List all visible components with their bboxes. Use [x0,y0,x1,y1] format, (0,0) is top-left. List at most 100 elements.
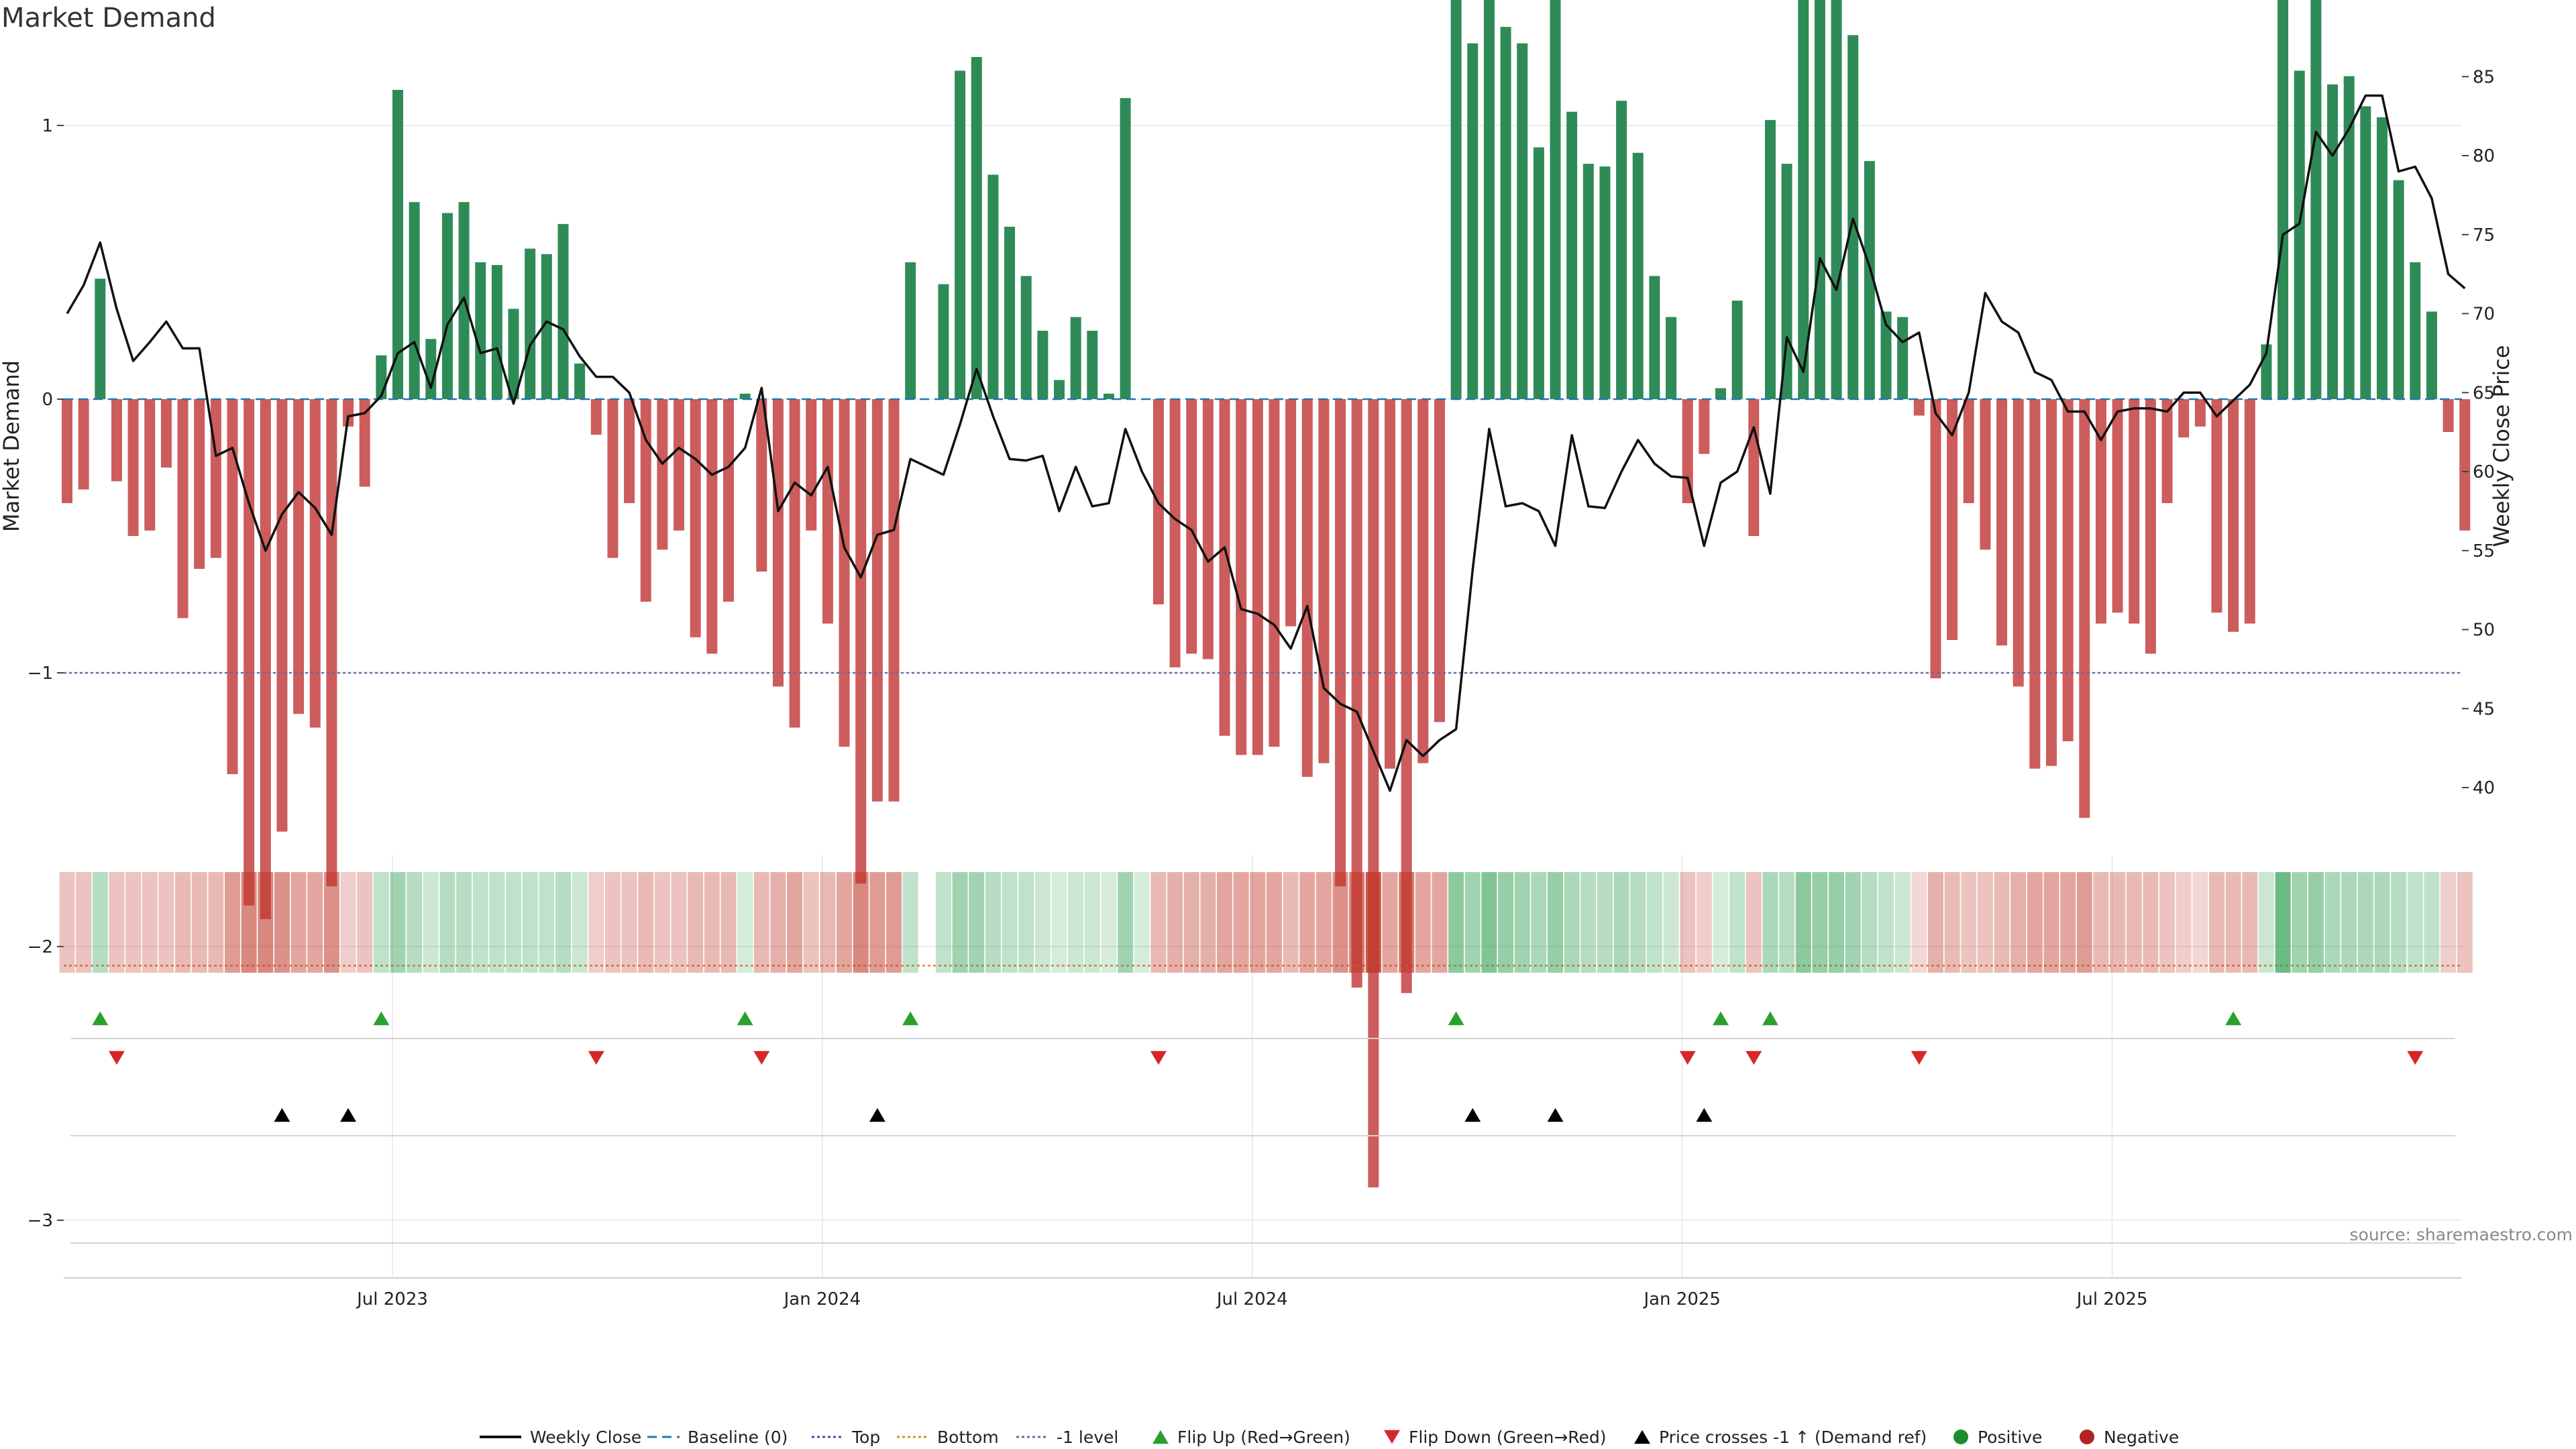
positive-strip-cell [1531,872,1547,973]
negative-strip-cell [1233,872,1249,973]
positive-bar [1070,317,1081,399]
negative-bar [1417,399,1429,763]
negative-strip-cell [290,872,307,973]
legend-label: Weekly Close [530,1428,641,1447]
positive-strip-cell [1084,872,1100,973]
negative-bar [260,399,271,920]
positive-strip-cell [407,872,423,973]
negative-bar [1699,399,1710,454]
negative-bar [326,399,337,887]
flip-down-marker [1679,1051,1696,1065]
positive-strip-cell [2324,872,2341,973]
positive-bar [2360,106,2371,399]
positive-strip-cell [1713,872,1729,973]
weekly-close-line [66,94,2466,792]
negative-bar [2211,399,2222,613]
negative-bar [177,399,189,619]
negative-strip-cell [208,872,224,973]
positive-bar [1550,0,1561,400]
negative-bar [1434,399,1445,722]
positive-bar [987,174,999,399]
negative-bar [2443,399,2454,432]
negative-bar [789,399,800,728]
positive-bar [508,309,519,399]
negative-strip-cell [2010,872,2027,973]
negative-strip-cell [1399,872,1415,973]
negative-bar [806,399,817,531]
negative-strip-cell [258,872,274,973]
negative-bar [1285,399,1297,627]
negative-strip-cell [1696,872,1712,973]
positive-strip-cell [1829,872,1845,973]
legend-swatch-circle [2080,1430,2094,1444]
negative-bar [1269,399,1280,747]
negative-strip-cell [2060,872,2076,973]
price-cross-marker [274,1108,290,1122]
legend-item: Price crosses -1 ↑ (Demand ref) [1634,1428,1927,1447]
flip-down-marker [753,1051,770,1065]
positive-bar [1632,152,1644,400]
negative-bar [194,399,205,569]
negative-strip-cell [588,872,604,973]
y2-tick-label: 65 [2473,383,2495,403]
y2-tick-label: 85 [2473,67,2495,87]
negative-strip-cell [2027,872,2043,973]
legend-item: -1 level [1016,1428,1118,1447]
flip-up-marker [1713,1011,1729,1026]
negative-strip-cell [1994,872,2010,973]
positive-bar [1880,311,1892,399]
y2-tick-label: 50 [2473,621,2495,641]
positive-bar [1649,276,1660,399]
positive-strip-cell [1613,872,1629,973]
y2-tick-label: 70 [2473,305,2495,325]
negative-bar [2228,399,2239,632]
positive-bar [1483,0,1495,399]
negative-bar [772,399,784,687]
negative-bar [1385,399,1395,769]
legend-item: Bottom [897,1428,999,1447]
positive-strip-cell [1134,872,1150,973]
negative-strip-cell [604,872,621,973]
price-cross-marker [340,1108,357,1122]
y-tick-label: −3 [28,1211,53,1231]
positive-strip-cell [572,872,588,973]
positive-strip-cell [1894,872,1911,973]
x-tick-label: Jul 2023 [356,1289,428,1309]
positive-strip-cell [1862,872,1878,973]
positive-bar [1831,0,1842,399]
price-cross-marker [1547,1108,1564,1122]
legend-item: Negative [2080,1428,2179,1447]
positive-bar [1599,166,1611,399]
negative-bar [111,399,122,482]
positive-bar [2393,180,2404,399]
positive-strip-cell [1878,872,1894,973]
legend-label: -1 level [1057,1428,1118,1447]
negative-strip-cell [869,872,885,973]
negative-bar [657,399,668,550]
positive-bar [1616,101,1627,399]
negative-bar [1963,399,1974,504]
y-axis-label: Market Demand [0,360,24,532]
negative-strip-cell [1961,872,1977,973]
positive-bar [2426,311,2437,399]
price-cross-marker [869,1108,885,1122]
y2-tick-label: 75 [2473,225,2495,246]
positive-strip-cell [2292,872,2308,973]
negative-bar [1682,399,1693,504]
y2-tick-label: 80 [2473,146,2495,166]
positive-bar [1847,35,1859,400]
negative-strip-cell [2440,872,2457,973]
negative-bar [293,399,305,714]
positive-bar [574,363,586,399]
negative-strip-cell [340,872,356,973]
positive-strip-cell [1481,872,1497,973]
negative-strip-cell [688,872,704,973]
positive-strip-cell [1729,872,1746,973]
negative-bar [1980,399,1991,550]
positive-strip-cell [737,872,753,973]
positive-strip-cell [489,872,505,973]
negative-strip-cell [803,872,819,973]
negative-bar [888,399,900,802]
legend-label: Positive [1978,1428,2042,1447]
